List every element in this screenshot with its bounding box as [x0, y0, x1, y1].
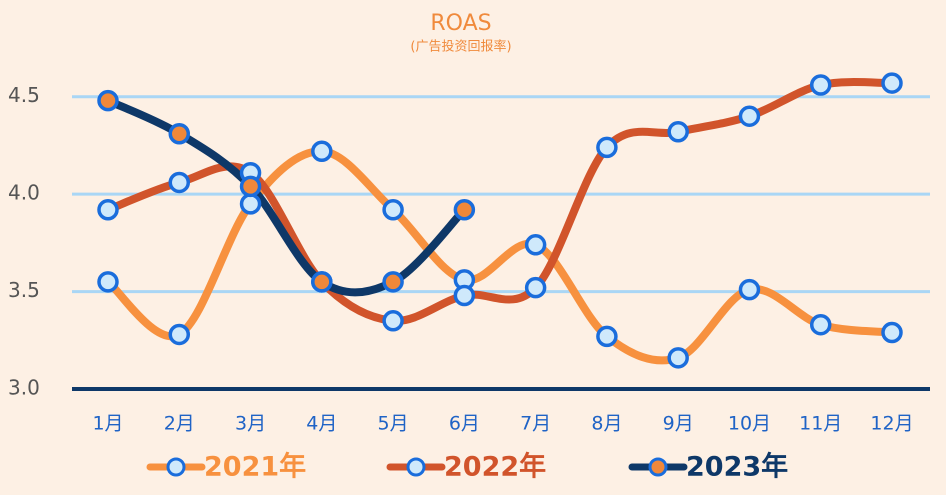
- x-tick-label: 4月: [306, 413, 337, 435]
- data-point: [382, 310, 404, 332]
- data-point: [738, 278, 761, 301]
- x-tick-label: 1月: [92, 413, 123, 435]
- data-point: [809, 313, 832, 336]
- data-point: [311, 140, 333, 163]
- data-point: [453, 284, 476, 307]
- legend-marker: [648, 457, 668, 477]
- data-point: [239, 175, 262, 198]
- legend-marker: [406, 457, 426, 477]
- x-tick-label: 11月: [799, 413, 842, 435]
- data-point: [168, 323, 191, 346]
- x-tick-label: 6月: [449, 413, 480, 435]
- x-tick-label: 7月: [520, 413, 551, 435]
- x-tick-label: 10月: [728, 413, 771, 435]
- y-tick-label: 4.0: [8, 181, 40, 205]
- data-point: [382, 198, 404, 221]
- data-point: [596, 136, 618, 159]
- data-point: [881, 72, 903, 94]
- chart-title: ROAS: [430, 11, 491, 36]
- data-point: [809, 74, 832, 96]
- legend-label: 2022年: [444, 451, 546, 483]
- y-tick-label: 3.0: [8, 376, 40, 400]
- data-point: [524, 276, 547, 299]
- legend-label: 2023年: [686, 451, 788, 483]
- data-point: [382, 271, 404, 293]
- x-tick-label: 8月: [591, 413, 622, 435]
- data-point: [453, 198, 476, 221]
- data-point: [881, 321, 903, 344]
- data-point: [97, 89, 119, 112]
- data-point: [738, 105, 761, 127]
- legend-marker: [166, 457, 186, 477]
- data-point: [168, 171, 191, 194]
- data-point: [667, 121, 689, 143]
- y-tick-label: 3.5: [8, 278, 40, 302]
- data-point: [311, 271, 333, 293]
- y-tick-label: 4.5: [8, 83, 40, 107]
- data-point: [239, 193, 262, 215]
- data-point: [97, 271, 119, 293]
- x-tick-label: 12月: [870, 413, 913, 435]
- x-tick-label: 3月: [235, 413, 266, 435]
- chart-subtitle: (广告投资回报率): [410, 39, 511, 55]
- data-point: [524, 234, 547, 256]
- x-tick-label: 9月: [663, 413, 694, 435]
- legend-label: 2021年: [204, 451, 306, 483]
- data-point: [168, 122, 191, 145]
- data-point: [97, 198, 119, 221]
- data-point: [596, 325, 618, 348]
- x-tick-label: 5月: [378, 413, 409, 435]
- x-tick-label: 2月: [164, 413, 195, 435]
- data-point: [667, 347, 689, 369]
